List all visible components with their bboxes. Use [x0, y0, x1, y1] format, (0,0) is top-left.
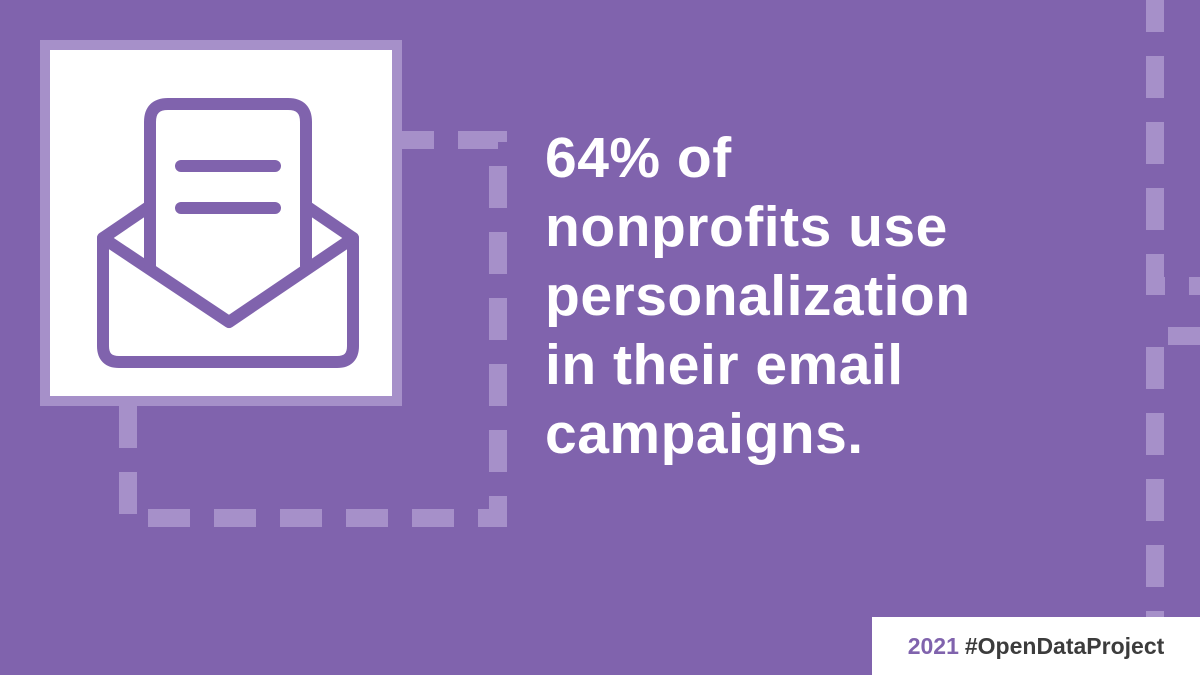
tag-year: 2021 — [907, 632, 959, 659]
email-icon-card — [40, 40, 402, 406]
tag-hashtag: #OpenDataProject — [964, 632, 1165, 659]
headline-line-2: nonprofits use — [545, 195, 948, 259]
headline-line-3: personalization — [545, 264, 971, 328]
open-envelope-with-letter-icon — [97, 98, 359, 368]
headline-line-5: campaigns. — [545, 402, 864, 466]
headline-line-1: 64% of — [545, 126, 732, 190]
headline-line-4: in their email — [545, 333, 904, 397]
campaign-tag: 2021 #OpenDataProject — [872, 617, 1200, 675]
headline-statistic: 64% of nonprofits use personalization in… — [545, 124, 1105, 469]
